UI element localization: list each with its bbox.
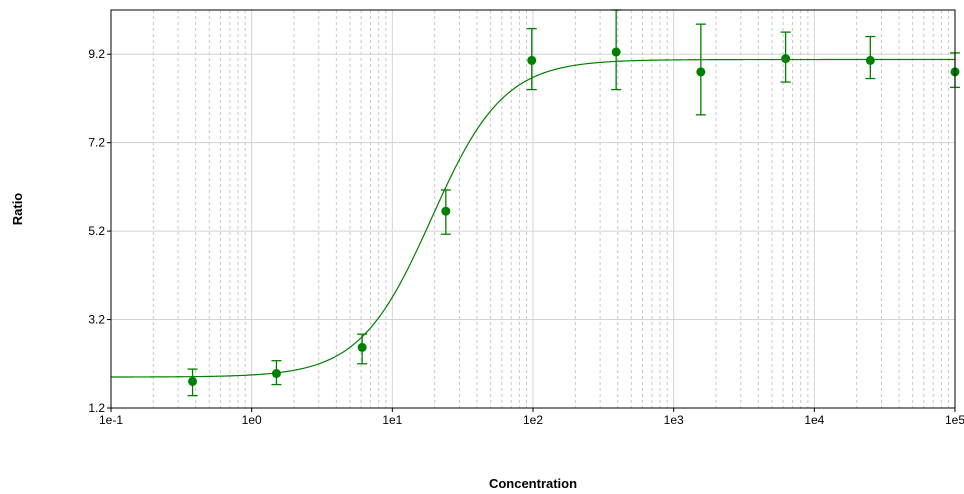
data-point <box>527 55 537 65</box>
data-points-layer <box>188 47 960 386</box>
data-point <box>441 206 451 216</box>
x-axis-title: Concentration <box>489 476 577 491</box>
x-tick-label: 1e2 <box>523 413 543 427</box>
fit-curve <box>111 58 955 378</box>
x-tick-label: 1e5 <box>945 413 964 427</box>
x-tick-label: 1e4 <box>804 413 824 427</box>
data-point <box>271 369 281 379</box>
grid-lines <box>111 10 955 408</box>
y-tick-label: 7.2 <box>88 136 105 150</box>
data-point <box>865 55 875 65</box>
data-point <box>188 376 198 386</box>
x-tick-label: 1e0 <box>242 413 262 427</box>
y-axis-title: Ratio <box>10 193 25 226</box>
x-tick-label: 1e-1 <box>99 413 123 427</box>
x-axis-ticks: 1e-1 1e0 1e1 1e2 1e3 1e4 1e5 <box>99 408 964 427</box>
y-tick-label: 3.2 <box>88 313 105 327</box>
data-point <box>357 342 367 352</box>
x-tick-label: 1e3 <box>664 413 684 427</box>
y-axis-ticks: 1.2 3.2 5.2 7.2 9.2 <box>88 47 111 415</box>
data-point <box>781 54 791 64</box>
fit-curve-layer <box>111 58 955 378</box>
y-tick-label: 1.2 <box>88 401 105 415</box>
x-tick-label: 1e1 <box>382 413 402 427</box>
y-tick-label: 9.2 <box>88 47 105 61</box>
data-point <box>696 67 706 77</box>
y-tick-label: 5.2 <box>88 224 105 238</box>
data-point <box>611 47 621 57</box>
